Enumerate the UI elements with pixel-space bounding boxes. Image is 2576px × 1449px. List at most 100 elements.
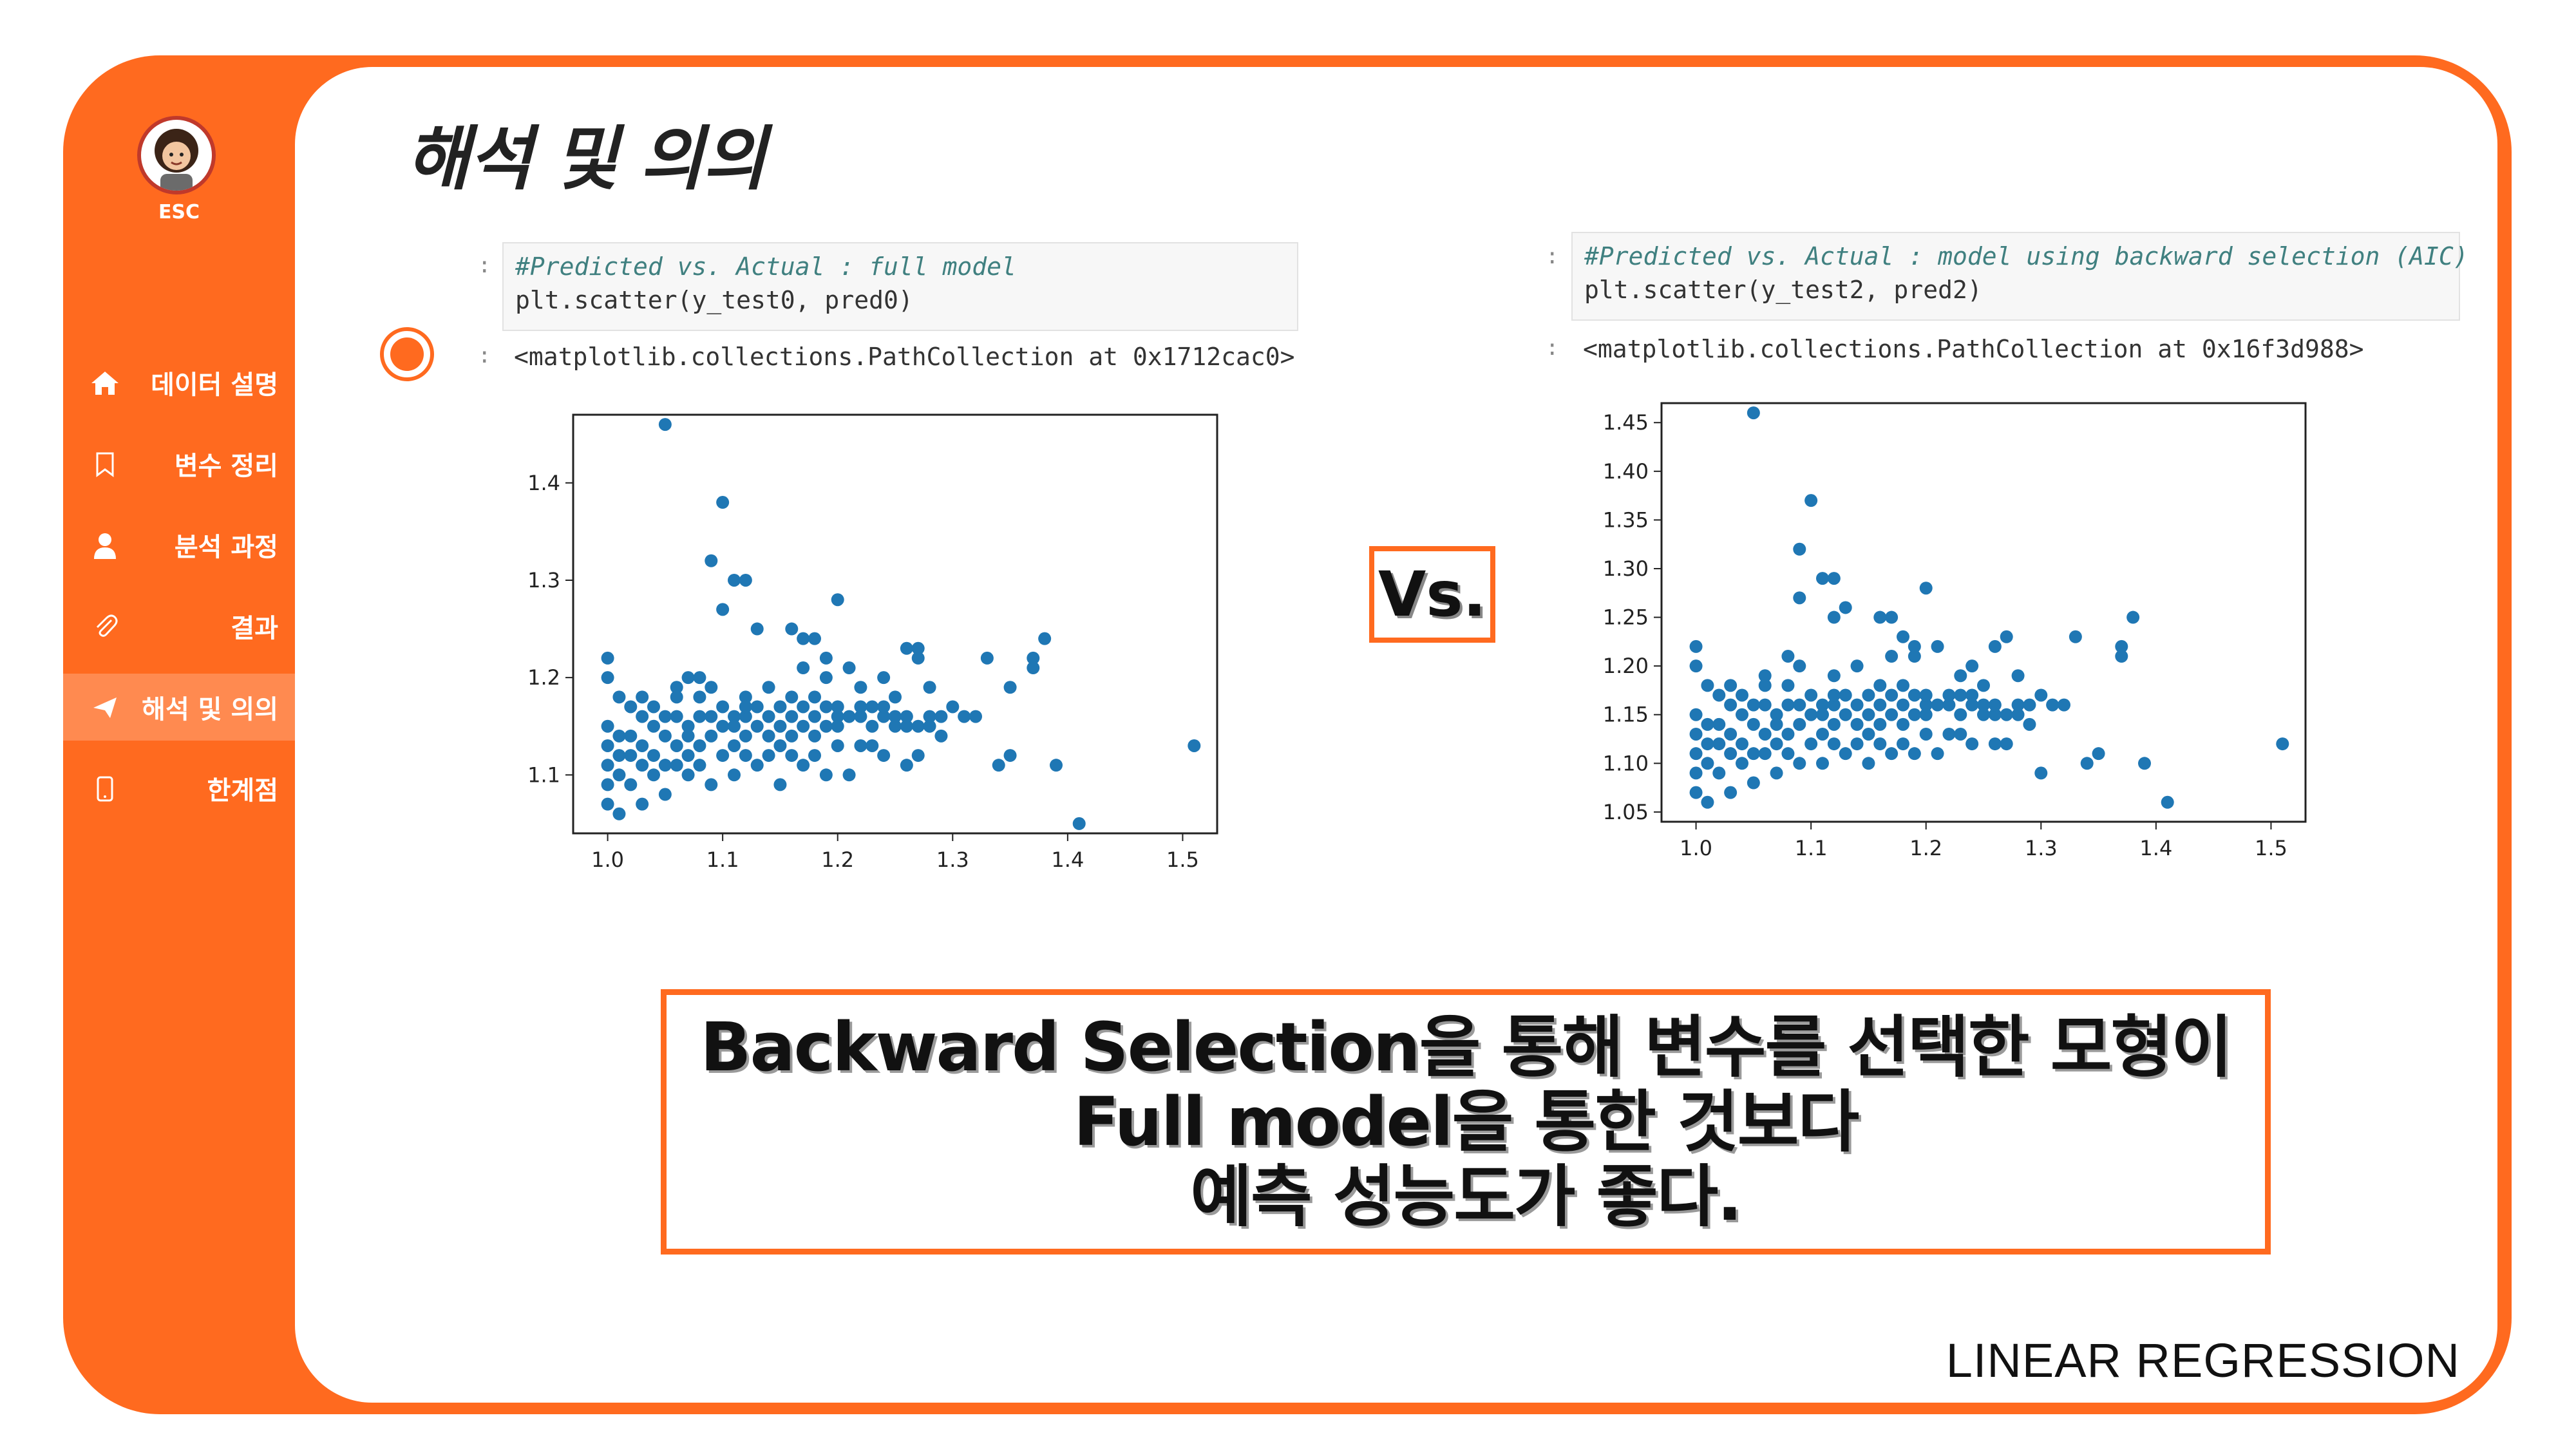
scatter-point — [1839, 708, 1852, 721]
scatter-point — [739, 749, 752, 762]
scatter-point — [911, 719, 925, 733]
sidebar-item-results[interactable]: 결과 — [63, 592, 295, 659]
scatter-point — [1689, 708, 1703, 721]
scatter-point — [831, 719, 844, 733]
scatter-point — [716, 700, 730, 714]
scatter-point — [739, 700, 752, 714]
bullet-marker — [380, 327, 434, 381]
scatter-point — [1885, 708, 1899, 721]
scatter-point — [1689, 766, 1703, 780]
scatter-point — [1689, 639, 1703, 653]
code-cell-full-model[interactable]: #Predicted vs. Actual : full model plt.s… — [502, 242, 1298, 331]
scatter-point — [750, 759, 764, 772]
scatter-point — [658, 418, 672, 431]
scatter-point — [1712, 688, 1726, 702]
y-tick-label: 1.05 — [1603, 800, 1649, 824]
conclusion-line: Full model을 통한 것보다 — [1073, 1083, 1859, 1161]
scatter-point — [647, 768, 660, 782]
scatter-point — [992, 759, 1005, 772]
scatter-point — [624, 700, 638, 714]
sidebar-item-analysis[interactable]: 분석 과정 — [63, 511, 295, 578]
scatter-point — [762, 710, 775, 723]
scatter-point — [1977, 698, 1990, 712]
send-icon — [89, 692, 121, 724]
scatter-point — [1188, 739, 1201, 752]
scatter-point — [1793, 542, 1806, 556]
y-tick-label: 1.20 — [1603, 654, 1649, 678]
sidebar-item-limitations[interactable]: 한계점 — [63, 755, 295, 822]
scatter-point — [785, 729, 799, 743]
scatter-point — [1770, 708, 1783, 721]
sidebar-item-interpretation[interactable]: 해석 및 의의 — [63, 674, 295, 741]
scatter-point — [647, 719, 660, 733]
scatter-point — [842, 661, 856, 675]
y-tick-label: 1.3 — [527, 568, 560, 592]
conclusion-line: Backward Selection을 통해 변수를 선택한 모형이 — [700, 1008, 2233, 1086]
scatter-point — [1839, 747, 1852, 761]
code-comment: #Predicted vs. Actual : full model — [515, 252, 1016, 281]
scatter-point — [739, 573, 752, 587]
scatter-point — [670, 690, 683, 704]
scatter-point — [1827, 688, 1841, 702]
scatter-point — [1988, 708, 2002, 721]
scatter-point — [1908, 688, 1921, 702]
scatter-point — [681, 749, 695, 762]
scatter-point — [877, 749, 891, 762]
cell-prompt: : — [1546, 335, 1559, 361]
scatter-point — [773, 700, 787, 714]
scatter-point — [900, 641, 913, 655]
scatter-point — [1850, 717, 1864, 731]
y-tick-label: 1.45 — [1603, 410, 1649, 435]
cell-prompt: : — [478, 343, 491, 368]
x-tick-label: 1.1 — [706, 848, 739, 872]
scatter-point — [1977, 708, 1990, 721]
scatter-point — [2000, 630, 2013, 643]
sidebar-item-variables[interactable]: 변수 정리 — [63, 430, 295, 497]
scatter-point — [670, 681, 683, 694]
scatter-point — [636, 690, 649, 704]
scatter-point — [601, 797, 614, 811]
scatter-point — [681, 719, 695, 733]
scatter-point — [1919, 698, 1933, 712]
scatter-point — [1862, 688, 1875, 702]
scatter-point — [911, 651, 925, 665]
scatter-point — [1724, 679, 1738, 692]
scatter-point — [808, 632, 821, 645]
avatar[interactable] — [137, 116, 216, 194]
scatter-point — [958, 710, 971, 723]
scatter-point — [842, 768, 856, 782]
scatter-point — [808, 690, 821, 704]
scatter-point — [1689, 727, 1703, 741]
scatter-point — [693, 739, 706, 752]
scatter-point — [658, 759, 672, 772]
conclusion-line: 예측 성능도가 좋다. — [1190, 1157, 1742, 1236]
scatter-point — [1885, 650, 1899, 663]
scatter-point — [681, 768, 695, 782]
sidebar-item-data-description[interactable]: 데이터 설명 — [63, 349, 295, 416]
scatter-point — [842, 710, 856, 723]
scatter-point — [601, 739, 614, 752]
scatter-point — [889, 710, 902, 723]
scatter-point — [624, 749, 638, 762]
scatter-point — [866, 739, 879, 752]
scatter-point — [705, 778, 718, 791]
scatter-point — [1712, 766, 1726, 780]
y-tick-label: 1.4 — [527, 471, 560, 495]
scatter-point — [636, 710, 649, 723]
footer-label: LINEAR REGRESSION — [1946, 1334, 2460, 1387]
plot-area — [572, 413, 1218, 835]
scatter-point — [1873, 737, 1887, 751]
code-cell-backward-model[interactable]: #Predicted vs. Actual : model using back… — [1571, 232, 2468, 321]
scatter-point — [1988, 737, 2002, 751]
scatter-point — [797, 719, 810, 733]
scatter-point — [716, 603, 730, 616]
user-icon — [89, 529, 121, 562]
scatter-point — [1965, 688, 1979, 702]
scatter-point — [1003, 749, 1017, 762]
scatter-point — [797, 661, 810, 675]
scatter-point — [1724, 786, 1738, 799]
scatter-point — [1712, 717, 1726, 731]
scatter-point — [2023, 717, 2036, 731]
scatter-point — [1919, 727, 1933, 741]
scatter-point — [2000, 737, 2013, 751]
